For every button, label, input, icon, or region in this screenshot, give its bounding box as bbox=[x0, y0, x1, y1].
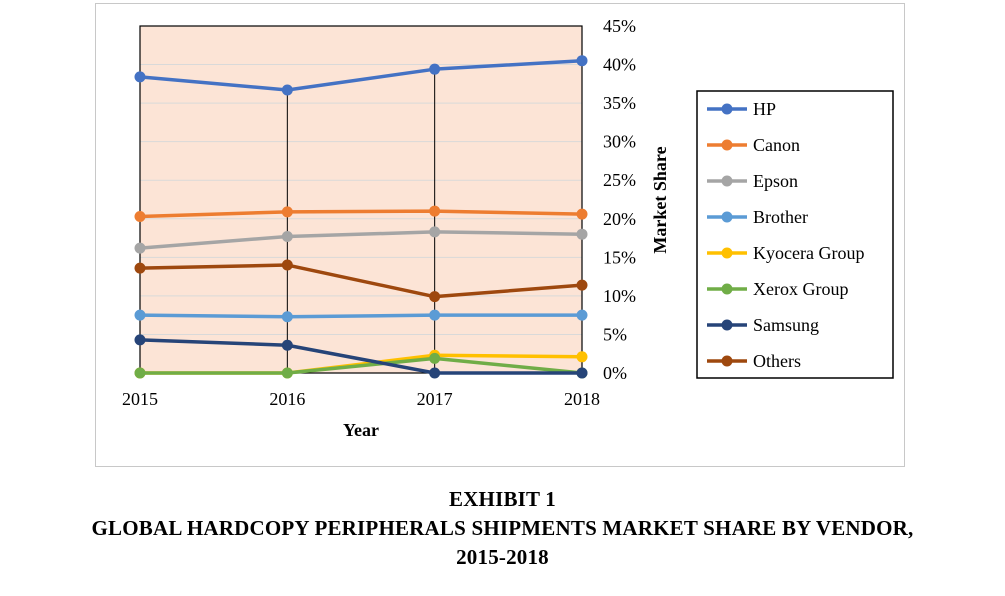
legend-marker-xerox-group bbox=[721, 283, 733, 295]
y-tick-label: 0% bbox=[603, 363, 627, 383]
y-tick-label: 40% bbox=[603, 55, 636, 75]
legend-marker-samsung bbox=[721, 319, 733, 331]
legend-label-xerox-group: Xerox Group bbox=[753, 279, 848, 299]
data-point-brother bbox=[281, 311, 293, 323]
y-tick-label: 15% bbox=[603, 247, 636, 267]
data-point-epson bbox=[429, 226, 441, 238]
legend-label-kyocera-group: Kyocera Group bbox=[753, 243, 864, 263]
y-tick-label: 30% bbox=[603, 132, 636, 152]
data-point-xerox-group bbox=[134, 367, 146, 379]
y-tick-label: 45% bbox=[603, 16, 636, 36]
data-point-others bbox=[134, 262, 146, 274]
legend-box bbox=[696, 90, 894, 379]
data-point-canon bbox=[576, 208, 588, 220]
series-line-samsung bbox=[139, 338, 582, 375]
legend-marker-others bbox=[721, 355, 733, 367]
chart-caption-years: 2015-2018 bbox=[456, 545, 549, 569]
data-point-xerox-group bbox=[281, 367, 293, 379]
data-point-samsung bbox=[429, 367, 441, 379]
legend-marker-brother bbox=[721, 211, 733, 223]
chart-frame bbox=[95, 3, 905, 467]
line-chart: 0% 5% 10% 15% 20% 25% 30% 35% 40% 45% 2015 2016 2017… bbox=[122, 16, 894, 440]
data-point-canon bbox=[134, 210, 146, 222]
series-line-canon bbox=[139, 209, 583, 219]
y-tick-label: 10% bbox=[603, 286, 636, 306]
series-line-xerox-group bbox=[140, 356, 583, 375]
data-point-others bbox=[576, 279, 588, 291]
legend-label-epson: Epson bbox=[753, 171, 798, 191]
data-point-others bbox=[281, 259, 293, 271]
plot-border bbox=[139, 25, 583, 374]
y-axis-title: Market Share bbox=[650, 146, 670, 253]
series-line-epson bbox=[139, 230, 583, 250]
data-point-epson bbox=[281, 231, 293, 243]
data-point-samsung bbox=[576, 367, 588, 379]
legend-label-others: Others bbox=[753, 351, 801, 371]
chart-caption-title: GLOBAL HARDCOPY PERIPHERALS SHIPMENTS MA… bbox=[91, 516, 914, 540]
legend-marker-kyocera-group bbox=[721, 247, 733, 259]
data-point-xerox-group bbox=[429, 352, 441, 364]
x-tick-label: 2018 bbox=[564, 389, 600, 409]
data-point-samsung bbox=[134, 334, 146, 346]
data-point-hp bbox=[576, 55, 588, 67]
data-point-hp bbox=[281, 84, 293, 96]
x-tick-label: 2017 bbox=[417, 389, 453, 409]
series-line-others bbox=[139, 263, 583, 299]
data-point-brother bbox=[429, 309, 441, 321]
series-line-hp bbox=[139, 58, 583, 92]
y-tick-label: 35% bbox=[603, 93, 636, 113]
data-point-others bbox=[429, 291, 441, 303]
legend-marker-hp bbox=[721, 103, 733, 115]
y-tick-label: 20% bbox=[603, 209, 636, 229]
data-point-hp bbox=[429, 63, 441, 75]
data-point-samsung bbox=[281, 339, 293, 351]
series-line-brother bbox=[139, 313, 582, 319]
data-point-canon bbox=[429, 205, 441, 217]
data-point-kyocera-group bbox=[576, 351, 588, 363]
legend-marker-epson bbox=[721, 175, 733, 187]
x-tick-label: 2016 bbox=[269, 389, 305, 409]
legend-label-hp: HP bbox=[753, 99, 776, 119]
x-tick-label: 2015 bbox=[122, 389, 158, 409]
data-point-hp bbox=[134, 71, 146, 83]
data-point-brother bbox=[576, 309, 588, 321]
data-point-brother bbox=[134, 309, 146, 321]
legend-label-brother: Brother bbox=[753, 207, 808, 227]
y-tick-label: 25% bbox=[603, 170, 636, 190]
data-point-epson bbox=[576, 228, 588, 240]
exhibit-label: EXHIBIT 1 bbox=[448, 487, 557, 511]
y-tick-label: 5% bbox=[603, 324, 627, 344]
x-axis-title: Year bbox=[343, 420, 379, 440]
data-point-canon bbox=[281, 206, 293, 218]
legend-label-canon: Canon bbox=[753, 135, 800, 155]
legend-marker-canon bbox=[721, 139, 733, 151]
legend-label-samsung: Samsung bbox=[753, 315, 819, 335]
data-point-epson bbox=[134, 242, 146, 254]
